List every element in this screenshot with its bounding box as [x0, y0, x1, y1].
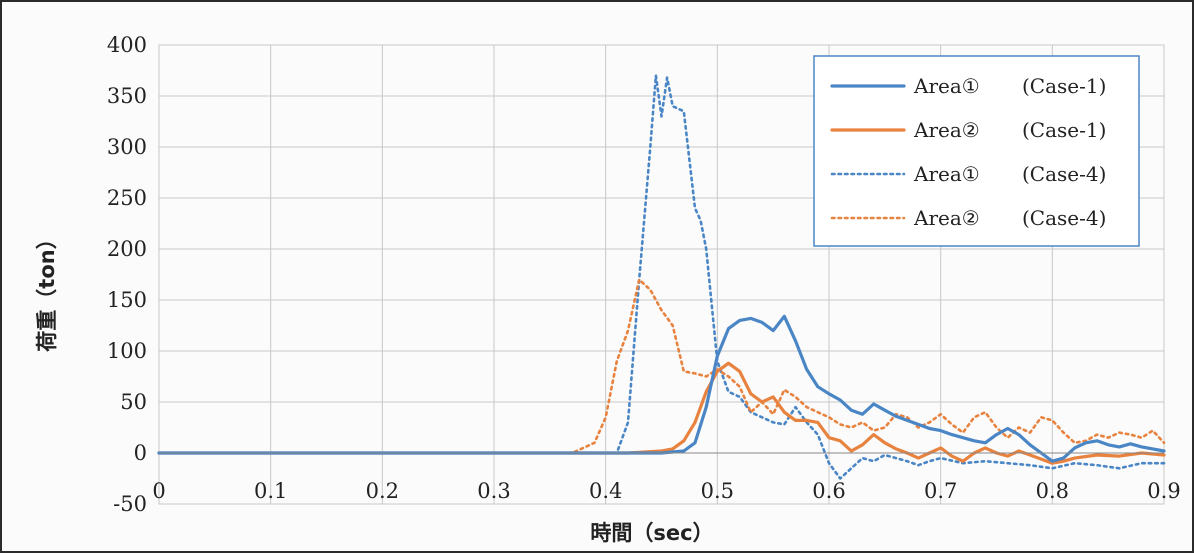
- y-tick-label: 400: [107, 33, 147, 57]
- x-tick-label: 0.2: [366, 479, 399, 503]
- x-axis-label: 時間（sec）: [590, 521, 713, 545]
- x-tick-label: 0.7: [924, 479, 957, 503]
- plot-area: [158, 44, 1165, 505]
- y-tick-label: 0: [134, 441, 147, 465]
- y-tick-label: 50: [120, 390, 147, 414]
- x-tick-label: 0.3: [477, 479, 510, 503]
- series-line-3: [157, 74, 1166, 480]
- y-tick-label: 150: [107, 288, 147, 312]
- legend-case: (Case-1): [1022, 118, 1106, 142]
- x-tick-label: 0: [152, 479, 165, 503]
- x-tick-label: 0.9: [1147, 479, 1180, 503]
- y-tick-label: 200: [107, 237, 147, 261]
- series-line-1: [157, 314, 1166, 463]
- legend-label: Area②: [913, 206, 980, 230]
- series-line-2: [157, 361, 1166, 465]
- x-tick-labels: 0 0.1 0.2 0.3 0.4 0.5 0.6 0.7 0.8 0.9: [152, 479, 1180, 503]
- grid: [158, 44, 1165, 505]
- legend-case: (Case-4): [1022, 206, 1106, 230]
- x-tick-label: 0.6: [812, 479, 845, 503]
- y-tick-label: 250: [107, 186, 147, 210]
- legend: Area① (Case-1) Area② (Case-1) Area① (Case-4) A…: [813, 55, 1140, 247]
- y-tick-label: 350: [107, 84, 147, 108]
- y-tick-label: 300: [107, 135, 147, 159]
- legend-case: (Case-4): [1022, 162, 1106, 186]
- legend-case: (Case-1): [1022, 74, 1106, 98]
- x-tick-label: 0.8: [1036, 479, 1069, 503]
- series-layer: [157, 74, 1166, 480]
- legend-label: Area①: [913, 74, 980, 98]
- x-tick-label: 0.1: [254, 479, 287, 503]
- y-tick-label: 100: [107, 339, 147, 363]
- legend-box: [813, 55, 1140, 247]
- legend-label: Area②: [913, 118, 980, 142]
- y-tick-labels: -50 0 50 100 150 200 250 300 350 400: [107, 33, 147, 516]
- series-line-4: [157, 278, 1166, 455]
- x-tick-label: 0.4: [589, 479, 622, 503]
- x-tick-label: 0.5: [701, 479, 734, 503]
- legend-label: Area①: [913, 162, 980, 186]
- y-axis-label: 荷重（ton）: [35, 228, 59, 351]
- y-tick-label: -50: [113, 492, 147, 516]
